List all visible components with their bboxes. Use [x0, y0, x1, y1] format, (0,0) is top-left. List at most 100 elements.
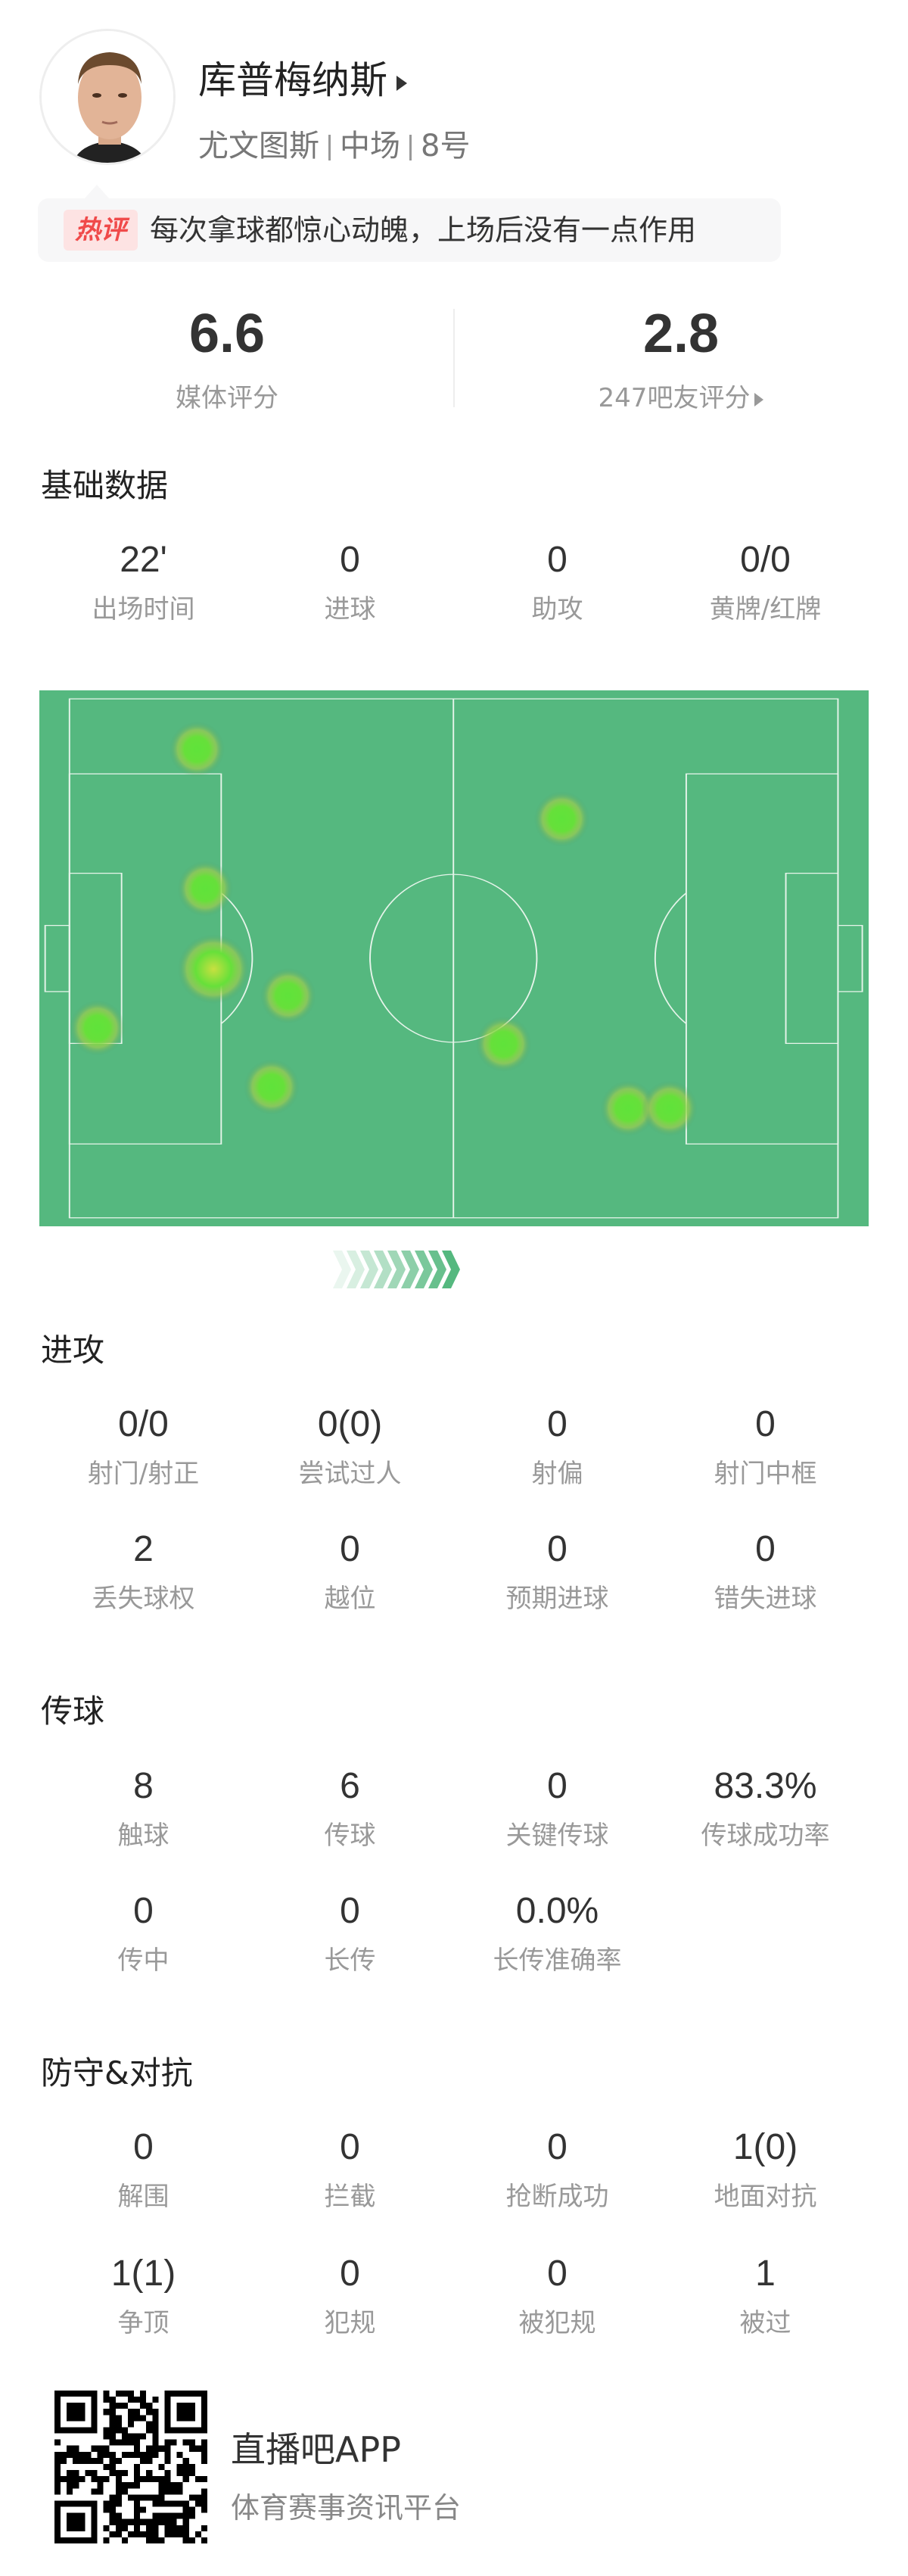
caret-right-icon [396, 75, 407, 91]
media-rating: 6.6 媒体评分 [0, 303, 454, 414]
chevron-right-icon [374, 1251, 392, 1288]
separator [328, 135, 331, 160]
heatmap-point [69, 1000, 126, 1056]
stat-label: 争顶 [117, 2308, 169, 2338]
stat-value: 1(1) [110, 2254, 176, 2294]
stat-value: 2 [133, 1529, 154, 1569]
caret-right-icon [754, 392, 764, 406]
stat-value: 22' [120, 540, 167, 580]
stat-value: 0 [547, 1404, 568, 1444]
stat-value: 0 [547, 540, 568, 580]
stat-value: 0/0 [118, 1404, 169, 1444]
stat-value: 0 [340, 540, 360, 580]
chevron-right-icon [428, 1251, 446, 1288]
stat-value: 0 [133, 1891, 154, 1931]
stat-value: 0 [340, 2127, 360, 2167]
stat-item: 0 错失进球 [662, 1528, 869, 1615]
stat-item: 0.0% 长传准确率 [454, 1890, 661, 1976]
stat-item: 0 射门中框 [662, 1403, 869, 1490]
media-rating-label: 媒体评分 [176, 383, 278, 413]
stat-label: 被过 [739, 2308, 791, 2338]
stat-value: 0 [755, 1529, 776, 1569]
defense-stats-row-2: 1(1) 争顶 0 犯规 0 被犯规 1 被过 [0, 2253, 908, 2351]
qr-code-icon[interactable] [54, 2391, 207, 2543]
heatmap-point [177, 861, 233, 917]
chevron-right-icon [415, 1251, 433, 1288]
stat-value: 0 [547, 1529, 568, 1569]
stat-label: 关键传球 [505, 1821, 609, 1851]
stat-value: 0 [547, 1766, 568, 1806]
heatmap-pitch [39, 690, 869, 1226]
stat-label: 地面对抗 [714, 2182, 817, 2212]
stat-item: 0(0) 尝试过人 [247, 1403, 453, 1490]
heatmap-point [476, 1016, 532, 1073]
app-tagline: 体育赛事资讯平台 [231, 2491, 462, 2525]
stat-label: 触球 [117, 1821, 169, 1851]
fan-rating-label: 247吧友评分 [598, 383, 751, 413]
stat-label: 射门中框 [714, 1459, 817, 1489]
chevron-right-icon [401, 1251, 419, 1288]
stat-item: 22' 出场时间 [40, 539, 247, 625]
player-photo-icon [42, 31, 173, 163]
stat-label: 射门/射正 [87, 1459, 200, 1489]
stat-item: 0 解围 [40, 2126, 247, 2213]
heatmap-point [169, 721, 225, 777]
stat-label: 越位 [324, 1584, 376, 1614]
stat-label: 丢失球权 [92, 1584, 195, 1614]
hot-comment-badge: 热评 [64, 210, 138, 251]
stat-value: 0(0) [317, 1404, 383, 1444]
hot-comment[interactable]: 热评 每次拿球都惊心动魄，上场后没有一点作用 [38, 185, 781, 262]
section-title-passing: 传球 [41, 1693, 105, 1730]
defense-stats-row-1: 0 解围 0 拦截 0 抢断成功 1(0) 地面对抗 [0, 2126, 908, 2225]
stat-value: 0 [547, 2254, 568, 2294]
stat-item: 0/0 黄牌/红牌 [662, 539, 869, 625]
chevron-right-icon [387, 1251, 406, 1288]
hot-comment-text: 每次拿球都惊心动魄，上场后没有一点作用 [150, 213, 697, 247]
stat-item: 0 传中 [40, 1890, 247, 1976]
stat-label: 尝试过人 [298, 1459, 402, 1489]
stat-item: 1(0) 地面对抗 [662, 2126, 869, 2213]
player-number: 8号 [421, 129, 471, 164]
pitch-lines [44, 698, 863, 1219]
stat-item: 0 抢断成功 [454, 2126, 661, 2213]
chevron-right-icon [442, 1251, 460, 1288]
passing-stats-row-2: 0 传中 0 长传 0.0% 长传准确率 [0, 1890, 908, 1989]
stat-value: 0 [133, 2127, 154, 2167]
stat-label: 长传准确率 [493, 1945, 622, 1976]
stat-item: 1 被过 [662, 2253, 869, 2339]
stat-value: 0 [340, 1529, 360, 1569]
heatmap-point [642, 1080, 698, 1137]
attack-direction-arrows-icon [333, 1251, 460, 1288]
chevron-right-icon [347, 1251, 365, 1288]
stat-label: 解围 [117, 2182, 169, 2212]
stat-value: 0.0% [515, 1891, 599, 1931]
stat-value: 0 [547, 2127, 568, 2167]
player-name: 库普梅纳斯 [198, 58, 387, 102]
stat-item: 0 犯规 [247, 2253, 453, 2339]
section-title-attack: 进攻 [41, 1332, 105, 1369]
stat-label: 抢断成功 [505, 2182, 609, 2212]
stat-item: 0 助攻 [454, 539, 661, 625]
stat-item: 0 进球 [247, 539, 453, 625]
stat-value: 0 [340, 2254, 360, 2294]
stat-value: 1(0) [732, 2127, 798, 2167]
passing-stats-row-1: 8 触球 6 传球 0 关键传球 83.3% 传球成功率 [0, 1765, 908, 1864]
stat-item: 0 预期进球 [454, 1528, 661, 1615]
stat-label: 传球成功率 [701, 1821, 830, 1851]
stat-label: 助攻 [531, 594, 583, 625]
team-name: 尤文图斯 [198, 129, 319, 164]
stat-item: 0 拦截 [247, 2126, 453, 2213]
stat-item: 2 丢失球权 [40, 1528, 247, 1615]
stat-item: 0 越位 [247, 1528, 453, 1615]
stat-value: 0 [340, 1891, 360, 1931]
player-name-link[interactable]: 库普梅纳斯 [198, 50, 407, 104]
fan-rating[interactable]: 2.8 247吧友评分 [454, 303, 908, 414]
heatmap-point [244, 1059, 300, 1115]
player-avatar[interactable] [39, 29, 176, 165]
stat-label: 进球 [324, 594, 376, 625]
stat-item: 83.3% 传球成功率 [662, 1765, 869, 1852]
media-rating-value: 6.6 [188, 304, 266, 364]
attack-stats-row-1: 0/0 射门/射正 0(0) 尝试过人 0 射偏 0 射门中框 [0, 1403, 908, 1502]
stat-value: 0/0 [740, 540, 791, 580]
stat-label: 黄牌/红牌 [709, 594, 822, 625]
